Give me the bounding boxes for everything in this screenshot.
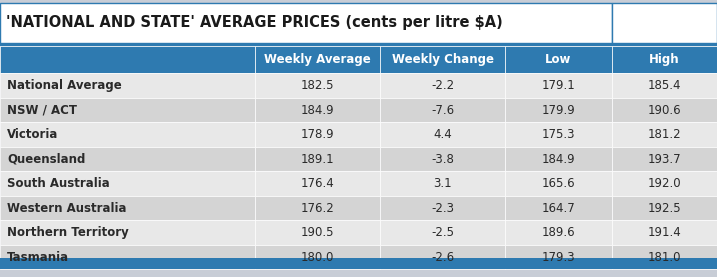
Bar [612,46,717,73]
Bar [612,245,717,269]
Bar [0,43,717,46]
Text: 182.5: 182.5 [300,79,334,92]
Bar [505,98,612,122]
Bar [0,258,717,269]
Text: 180.0: 180.0 [300,250,334,263]
Bar [0,0,717,3]
Bar [0,171,255,196]
Text: Victoria: Victoria [7,128,59,141]
Text: 'NATIONAL AND STATE' AVERAGE PRICES (cents per litre $A): 'NATIONAL AND STATE' AVERAGE PRICES (cen… [6,15,503,30]
Text: 3.1: 3.1 [434,177,452,190]
Text: 181.0: 181.0 [647,250,681,263]
Bar [505,46,612,73]
Bar [380,122,505,147]
Bar [380,171,505,196]
Bar [505,245,612,269]
Text: 193.7: 193.7 [647,153,681,166]
Bar [505,220,612,245]
Bar [255,196,380,220]
Text: 190.5: 190.5 [300,226,334,239]
Bar [612,98,717,122]
Text: -2.6: -2.6 [431,250,455,263]
Text: 184.9: 184.9 [542,153,575,166]
Text: 176.2: 176.2 [300,202,334,215]
Text: -7.6: -7.6 [431,104,455,117]
Bar [255,73,380,98]
Bar [380,220,505,245]
Bar [255,245,380,269]
Bar [0,147,255,171]
Text: Weekly Change: Weekly Change [391,53,494,66]
Text: National Average: National Average [7,79,122,92]
Text: 192.5: 192.5 [647,202,681,215]
Text: 192.0: 192.0 [647,177,681,190]
Bar [612,122,717,147]
Text: 190.6: 190.6 [647,104,681,117]
Text: -2.5: -2.5 [431,226,455,239]
Bar [380,73,505,98]
Bar [380,245,505,269]
Text: 4.4: 4.4 [433,128,452,141]
Text: Queensland: Queensland [7,153,85,166]
Bar [380,46,505,73]
Bar [0,245,255,269]
Bar [380,147,505,171]
Bar [255,98,380,122]
Text: -2.2: -2.2 [431,79,455,92]
Text: -3.8: -3.8 [432,153,454,166]
Text: 175.3: 175.3 [542,128,575,141]
Text: 164.7: 164.7 [541,202,576,215]
Bar [255,147,380,171]
Text: Northern Territory: Northern Territory [7,226,129,239]
Bar [0,196,255,220]
Bar [505,147,612,171]
Text: 191.4: 191.4 [647,226,681,239]
Bar [612,3,717,43]
Text: Western Australia: Western Australia [7,202,127,215]
Bar [612,196,717,220]
Text: 179.1: 179.1 [541,79,576,92]
Text: 178.9: 178.9 [300,128,334,141]
Bar [255,46,380,73]
Text: 179.9: 179.9 [541,104,576,117]
Bar [255,220,380,245]
Text: -2.3: -2.3 [431,202,455,215]
Text: High: High [649,53,680,66]
Bar [255,171,380,196]
Text: NSW / ACT: NSW / ACT [7,104,77,117]
Text: Tasmania: Tasmania [7,250,70,263]
Bar [505,171,612,196]
Bar [0,46,255,73]
Bar [505,196,612,220]
Text: Weekly Average: Weekly Average [264,53,371,66]
Bar [505,73,612,98]
Text: 179.3: 179.3 [542,250,575,263]
Text: 181.2: 181.2 [647,128,681,141]
Bar [0,3,612,43]
Bar [612,147,717,171]
Text: 165.6: 165.6 [542,177,575,190]
Bar [0,220,255,245]
Text: South Australia: South Australia [7,177,110,190]
Text: 176.4: 176.4 [300,177,334,190]
Text: 189.1: 189.1 [300,153,334,166]
Bar [612,73,717,98]
Bar [612,171,717,196]
Text: 189.6: 189.6 [542,226,575,239]
Text: Low: Low [546,53,571,66]
Bar [380,98,505,122]
Bar [380,196,505,220]
Text: 184.9: 184.9 [300,104,334,117]
Bar [0,98,255,122]
Bar [255,122,380,147]
Bar [612,220,717,245]
Bar [505,122,612,147]
Bar [0,122,255,147]
Bar [0,73,255,98]
Text: 185.4: 185.4 [647,79,681,92]
